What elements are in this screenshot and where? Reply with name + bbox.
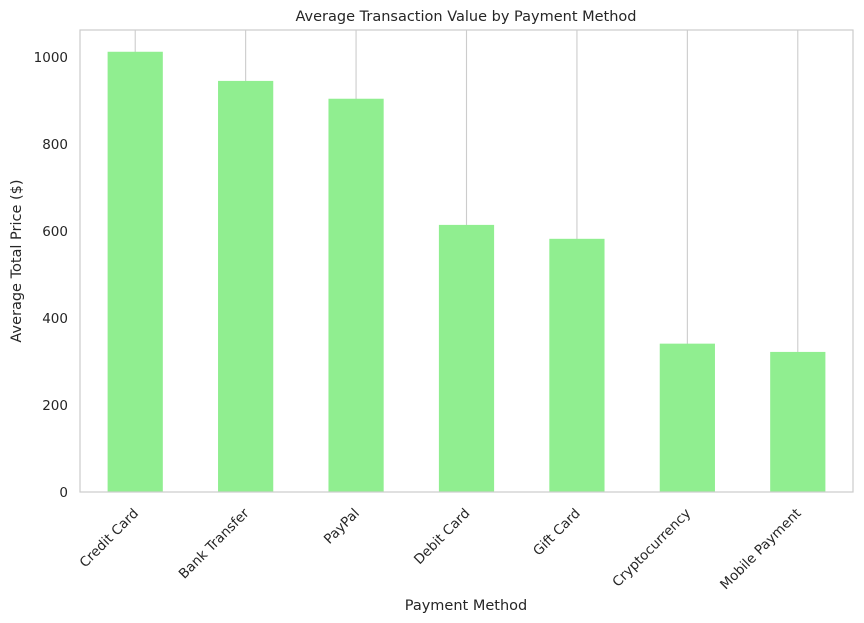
bar [328,98,384,492]
y-axis-ticks: 0 200 400 600 800 1000 [34,50,68,501]
x-tick-label: Gift Card [530,506,584,560]
bar [659,343,715,492]
x-tick-label: Debit Card [411,506,473,568]
y-tick-label: 1000 [34,50,68,66]
x-tick-label: Credit Card [77,506,142,571]
y-tick-label: 800 [42,137,68,153]
x-tick-label: Mobile Payment [717,506,804,593]
chart-title: Average Transaction Value by Payment Met… [295,9,636,25]
y-axis-label: Average Total Price ($) [9,179,25,342]
bar [438,224,495,493]
bar [107,51,163,493]
y-tick-label: 200 [42,398,68,414]
x-axis-ticks: Credit Card Bank Transfer PayPal Debit Card… [77,505,805,593]
y-tick-label: 400 [42,311,68,327]
y-tick-label: 600 [42,224,68,240]
x-axis-label: Payment Method [405,598,527,614]
bar [218,80,274,492]
bars [107,51,826,493]
y-tick-label: 0 [59,485,68,501]
x-tick-label: Cryptocurrency [609,506,694,591]
x-tick-label: Bank Transfer [176,505,253,582]
bar [549,238,605,492]
bar [770,351,826,492]
x-tick-label: PayPal [321,506,363,548]
plot-frame [79,29,854,493]
